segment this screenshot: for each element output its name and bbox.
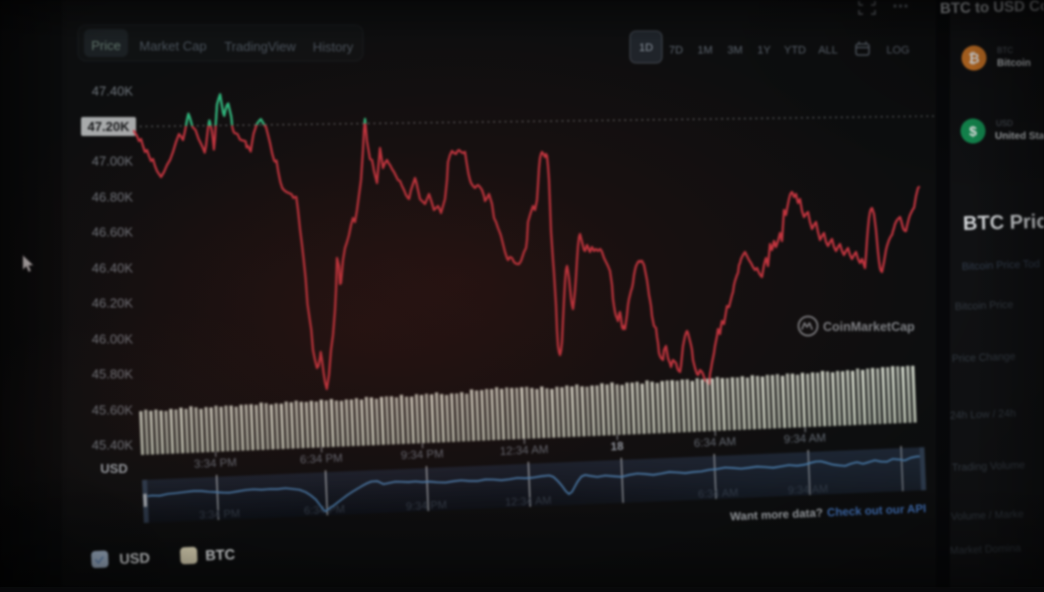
svg-text:1M: 1M: [697, 45, 712, 57]
svg-text:1D: 1D: [639, 42, 653, 54]
svg-text:46.20K: 46.20K: [92, 296, 134, 311]
svg-text:CoinMarketCap: CoinMarketCap: [823, 320, 915, 334]
svg-text:YTD: YTD: [784, 45, 806, 57]
svg-text:9:34 PM: 9:34 PM: [406, 499, 447, 513]
svg-text:6:34 PM: 6:34 PM: [300, 453, 343, 467]
svg-text:Market Cap: Market Cap: [139, 39, 206, 54]
svg-text:ALL: ALL: [818, 45, 838, 57]
svg-text:Price: Price: [91, 38, 121, 53]
svg-text:9:34 AM: 9:34 AM: [784, 432, 827, 446]
svg-text:24h Low / 24h: 24h Low / 24h: [950, 407, 1017, 422]
svg-text:45.80K: 45.80K: [92, 367, 134, 382]
svg-text:TradingView: TradingView: [224, 39, 296, 54]
svg-text:46.60K: 46.60K: [92, 225, 134, 240]
svg-text:BTC: BTC: [997, 46, 1013, 55]
svg-text:BTC to USD Conv: BTC to USD Conv: [940, 0, 1044, 17]
svg-text:History: History: [313, 40, 354, 55]
svg-text:47.40K: 47.40K: [92, 84, 134, 99]
svg-text:7D: 7D: [669, 45, 683, 57]
svg-text:47.20K: 47.20K: [88, 119, 131, 134]
svg-text:9:34 PM: 9:34 PM: [401, 448, 444, 462]
svg-text:LOG: LOG: [886, 45, 909, 57]
svg-text:BTC: BTC: [205, 547, 236, 564]
svg-text:46.00K: 46.00K: [92, 332, 134, 347]
svg-text:47.00K: 47.00K: [92, 154, 134, 169]
svg-text:46.40K: 46.40K: [92, 261, 134, 276]
svg-text:Price Change: Price Change: [952, 351, 1016, 365]
svg-text:BTC Price: BTC Price: [963, 210, 1044, 234]
svg-text:3M: 3M: [727, 45, 742, 57]
svg-text:USD: USD: [119, 551, 150, 568]
svg-text:18: 18: [610, 441, 624, 454]
svg-text:45.60K: 45.60K: [92, 403, 134, 418]
svg-text:6:34 AM: 6:34 AM: [694, 436, 737, 450]
svg-text:Bitcoin Price: Bitcoin Price: [955, 299, 1014, 313]
svg-text:45.40K: 45.40K: [92, 438, 134, 453]
svg-text:1Y: 1Y: [757, 45, 771, 57]
svg-text:3:34 PM: 3:34 PM: [194, 457, 237, 471]
svg-text:United Stat: United Stat: [995, 131, 1044, 142]
svg-text:Bitcoin: Bitcoin: [997, 58, 1031, 69]
svg-text:12:34 AM: 12:34 AM: [500, 444, 549, 458]
svg-text:3:34 PM: 3:34 PM: [199, 508, 240, 522]
svg-text:₿: ₿: [968, 50, 979, 66]
svg-text:$: $: [969, 123, 977, 139]
svg-text:USD: USD: [100, 461, 127, 476]
svg-text:USD: USD: [996, 119, 1013, 128]
svg-text:46.80K: 46.80K: [92, 190, 134, 205]
